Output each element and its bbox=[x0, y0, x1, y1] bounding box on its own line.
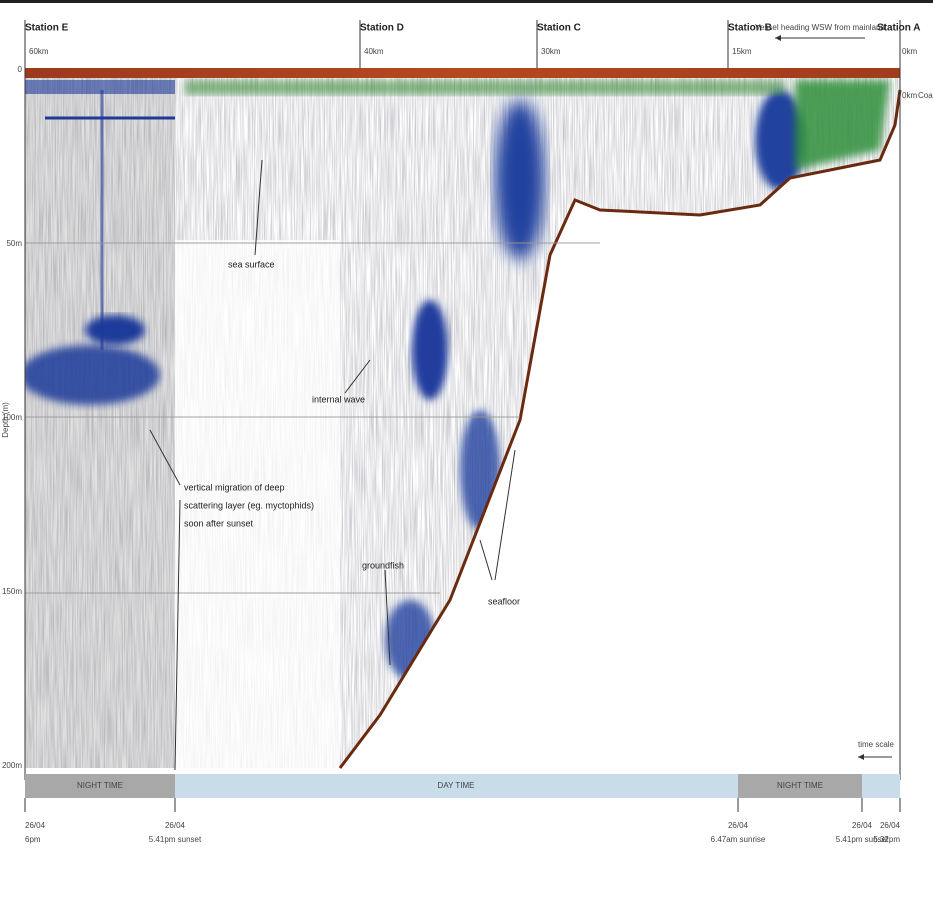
top-rule bbox=[0, 0, 933, 3]
time-label: 6pm bbox=[25, 835, 41, 844]
station-name: Station E bbox=[25, 23, 69, 34]
station-distance: 30km bbox=[541, 47, 561, 56]
depth-label: 100m bbox=[2, 413, 22, 422]
time-label: 26/04 bbox=[880, 821, 901, 830]
arrow-head bbox=[775, 35, 781, 41]
station-name: Station B bbox=[728, 23, 772, 34]
seafloor-line bbox=[338, 89, 902, 769]
station-distance: 15km bbox=[732, 47, 752, 56]
period: NIGHT TIME bbox=[777, 781, 823, 790]
time-label: 6.47am sunrise bbox=[711, 835, 766, 844]
time-label: 5.41pm sunset bbox=[149, 835, 202, 844]
annotation: groundfish bbox=[362, 560, 404, 570]
station-name: Station D bbox=[360, 23, 404, 34]
coast-distance: 0km bbox=[902, 91, 917, 100]
time-label: 5.41pm sunset bbox=[836, 835, 889, 844]
leaders bbox=[149, 159, 516, 771]
time-label: 26/04 bbox=[852, 821, 873, 830]
annotation: internal wave bbox=[312, 394, 365, 404]
depth-title: Depth (m) bbox=[1, 402, 10, 438]
stations: Station E 60km Station D 40km Station C 30km S… bbox=[25, 20, 921, 68]
time-scale: time scale bbox=[858, 740, 895, 749]
station-distance: 0km bbox=[902, 47, 917, 56]
time-label: 26/04 bbox=[165, 821, 186, 830]
time-label: 26/04 bbox=[728, 821, 749, 830]
depth-label: 50m bbox=[6, 239, 22, 248]
night-band bbox=[25, 774, 175, 798]
coast-label: Coast bbox=[918, 91, 933, 100]
annotation: sea surface bbox=[228, 259, 275, 269]
annotation: soon after sunset bbox=[184, 518, 254, 528]
depth-axis: 0 50m 100m 150m 200m bbox=[2, 65, 23, 770]
surface-band bbox=[25, 68, 900, 78]
station-distance: 40km bbox=[364, 47, 384, 56]
echogram bbox=[25, 78, 900, 768]
annotation: seafloor bbox=[488, 596, 520, 606]
depth-label: 0 bbox=[18, 65, 23, 74]
times: 26/04 6pm 26/04 5.41pm sunset 26/04 6.47am su… bbox=[24, 798, 901, 844]
night-band bbox=[738, 774, 862, 798]
depth-grid bbox=[25, 242, 600, 594]
station-name: Station A bbox=[877, 23, 921, 34]
heading: Vessel heading WSW from mainland bbox=[755, 23, 885, 32]
arrow-head bbox=[858, 754, 864, 760]
period: NIGHT TIME bbox=[77, 781, 123, 790]
depth-label: 200m bbox=[2, 761, 22, 770]
depth-label: 150m bbox=[2, 587, 22, 596]
annotation: scattering layer (eg. myctophids) bbox=[184, 500, 314, 510]
day-band bbox=[862, 774, 900, 798]
annotation: vertical migration of deep bbox=[184, 482, 285, 492]
period: DAY TIME bbox=[438, 781, 475, 790]
station-name: Station C bbox=[537, 23, 581, 34]
day-band bbox=[175, 774, 738, 798]
time-label: 26/04 bbox=[25, 821, 46, 830]
time-label: 5.32pm bbox=[873, 835, 900, 844]
station-distance: 60km bbox=[29, 47, 49, 56]
